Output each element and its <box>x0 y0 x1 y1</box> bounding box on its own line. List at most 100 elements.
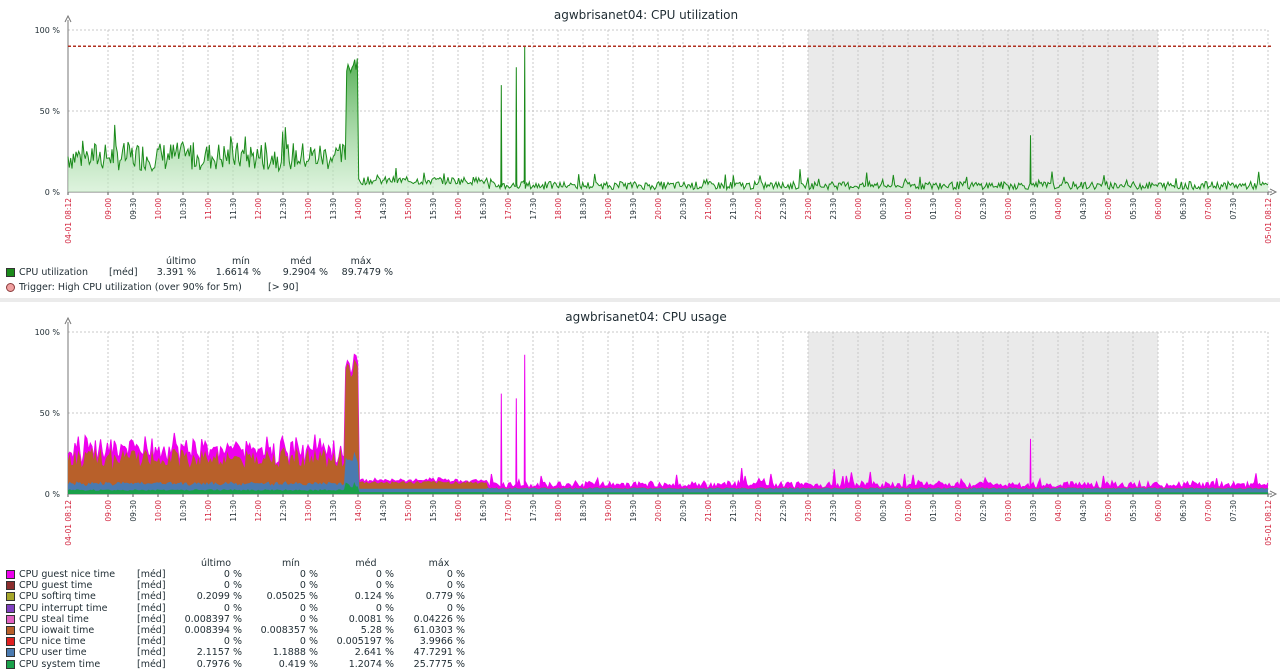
legend-swatch <box>6 614 15 624</box>
legend-func: [méd] <box>137 602 166 614</box>
legend-series-name: CPU utilization <box>19 267 89 278</box>
legend-series-name: CPU user time <box>19 647 87 659</box>
x-tick-label: 04-01 08:12 <box>64 198 73 244</box>
x-tick-label: 03:00 <box>1004 500 1013 522</box>
legend-avg: 0 % <box>375 602 394 614</box>
legend-min: 0.419 % <box>278 658 318 670</box>
x-tick-label: 23:30 <box>829 500 838 522</box>
x-tick-label: 00:00 <box>854 198 863 220</box>
legend-func: [méd] <box>137 613 166 625</box>
x-tick-label: 17:30 <box>529 198 538 220</box>
x-tick-label: 16:30 <box>479 198 488 220</box>
legend-func: [méd] <box>137 580 166 592</box>
legend-avg: 5.28 % <box>360 625 394 636</box>
x-tick-label: 03:00 <box>1004 198 1013 220</box>
x-tick-label: 20:00 <box>654 198 663 220</box>
legend-last: 0 % <box>223 580 242 592</box>
x-tick-label: 07:00 <box>1204 500 1213 522</box>
legend-last: 0 % <box>223 602 242 614</box>
x-tick-label: 13:00 <box>304 500 313 522</box>
legend-avg: 0.124 % <box>354 591 394 603</box>
x-tick-label: 00:30 <box>879 198 888 220</box>
x-tick-label: 09:30 <box>129 198 138 220</box>
x-tick-label: 05:00 <box>1104 198 1113 220</box>
legend-row: CPU utilization [méd] 3.391 % 1.6614 % 9… <box>6 267 426 278</box>
x-tick-label: 14:30 <box>379 500 388 522</box>
chart-title: agwbrisanet04: CPU usage <box>565 310 727 324</box>
legend-header-min: mín <box>232 256 250 267</box>
series-area-iowait-time <box>68 359 1268 494</box>
x-tick-label: 05:00 <box>1104 500 1113 522</box>
x-tick-label: 06:30 <box>1179 198 1188 220</box>
cpu-utilization-chart[interactable]: agwbrisanet04: CPU utilization 0 % 50 % 10… <box>0 0 1280 250</box>
legend-avg: 2.641 % <box>354 647 394 659</box>
legend-func: [méd] <box>109 267 138 278</box>
legend-row: CPU guest time [méd] 0 % 0 % 0 % 0 % <box>6 580 476 591</box>
legend-max: 47.7291 % <box>413 647 465 659</box>
legend-row: CPU softirq time [méd] 0.2099 % 0.05025 % 0.… <box>6 591 476 602</box>
legend-swatch <box>6 648 15 658</box>
x-tick-label: 11:00 <box>204 198 213 220</box>
legend-swatch <box>6 592 15 602</box>
x-tick-label: 01:00 <box>904 500 913 522</box>
x-tick-label: 18:00 <box>554 198 563 220</box>
x-tick-label: 07:00 <box>1204 198 1213 220</box>
x-tick-label: 15:00 <box>404 198 413 220</box>
cpu-utilization-panel: agwbrisanet04: CPU utilization 0 % 50 % 10… <box>0 0 1280 298</box>
x-tick-label: 23:00 <box>804 198 813 220</box>
legend-min: 0.05025 % <box>266 591 318 603</box>
x-tick-label: 16:30 <box>479 500 488 522</box>
x-tick-label: 03:30 <box>1029 500 1038 522</box>
x-tick-label: 00:30 <box>879 500 888 522</box>
x-tick-label: 19:00 <box>604 198 613 220</box>
x-tick-label: 13:30 <box>329 500 338 522</box>
legend-max: 25.7775 % <box>413 658 465 670</box>
legend-max: 89.7479 % <box>341 267 393 278</box>
legend-avg: 1.2074 % <box>348 658 394 670</box>
legend-header-last: último <box>165 256 197 267</box>
legend-func: [méd] <box>137 625 166 636</box>
x-tick-label: 12:00 <box>254 500 263 522</box>
x-tick-label: 21:00 <box>704 500 713 522</box>
legend-min: 0 % <box>299 636 318 648</box>
x-tick-label: 13:30 <box>329 198 338 220</box>
x-tick-label: 00:00 <box>854 500 863 522</box>
legend-row: CPU iowait time [méd] 0.008394 % 0.008357 %… <box>6 625 476 636</box>
series-area-user-time <box>68 451 1268 494</box>
x-tick-label: 14:30 <box>379 198 388 220</box>
x-tick-label: 04:30 <box>1079 198 1088 220</box>
x-tick-label: 14:00 <box>354 500 363 522</box>
panel-divider <box>0 298 1280 302</box>
x-tick-label: 11:30 <box>229 198 238 220</box>
legend-last: 0.7976 % <box>196 658 242 670</box>
x-tick-label: 21:30 <box>729 500 738 522</box>
x-tick-label: 05:30 <box>1129 198 1138 220</box>
cpu-usage-chart[interactable]: agwbrisanet04: CPU usage 0 % 50 % 100 % 04-… <box>0 302 1280 552</box>
legend-max: 61.0303 % <box>413 625 465 636</box>
series-area-system-time <box>68 482 1268 494</box>
x-tick-label: 17:00 <box>504 198 513 220</box>
x-tick-label: 20:30 <box>679 198 688 220</box>
legend-min: 0 % <box>299 613 318 625</box>
legend-series-name: CPU interrupt time <box>19 602 108 614</box>
legend-avg: 9.2904 % <box>282 267 328 278</box>
x-tick-label: 18:30 <box>579 500 588 522</box>
x-tick-label: 20:00 <box>654 500 663 522</box>
x-tick-label: 18:30 <box>579 198 588 220</box>
legend-min: 0.008357 % <box>260 625 318 636</box>
series-area-cpu-utilization <box>68 46 1268 193</box>
legend-swatch <box>6 659 15 669</box>
x-tick-label: 12:30 <box>279 198 288 220</box>
x-tick-label: 05:30 <box>1129 500 1138 522</box>
legend-swatch <box>6 637 15 647</box>
x-tick-label: 23:00 <box>804 500 813 522</box>
x-tick-label: 12:00 <box>254 198 263 220</box>
cpu-usage-panel: agwbrisanet04: CPU usage 0 % 50 % 100 % 04-… <box>0 302 1280 671</box>
x-axis-arrow <box>1269 188 1278 196</box>
series-line-guest-nice-time <box>67 353 1269 491</box>
legend-last: 2.1157 % <box>196 647 242 659</box>
legend-func: [méd] <box>137 569 166 580</box>
legend-series-name: CPU guest time <box>19 580 93 592</box>
x-tick-label: 16:00 <box>454 500 463 522</box>
legend-swatch <box>6 603 15 613</box>
